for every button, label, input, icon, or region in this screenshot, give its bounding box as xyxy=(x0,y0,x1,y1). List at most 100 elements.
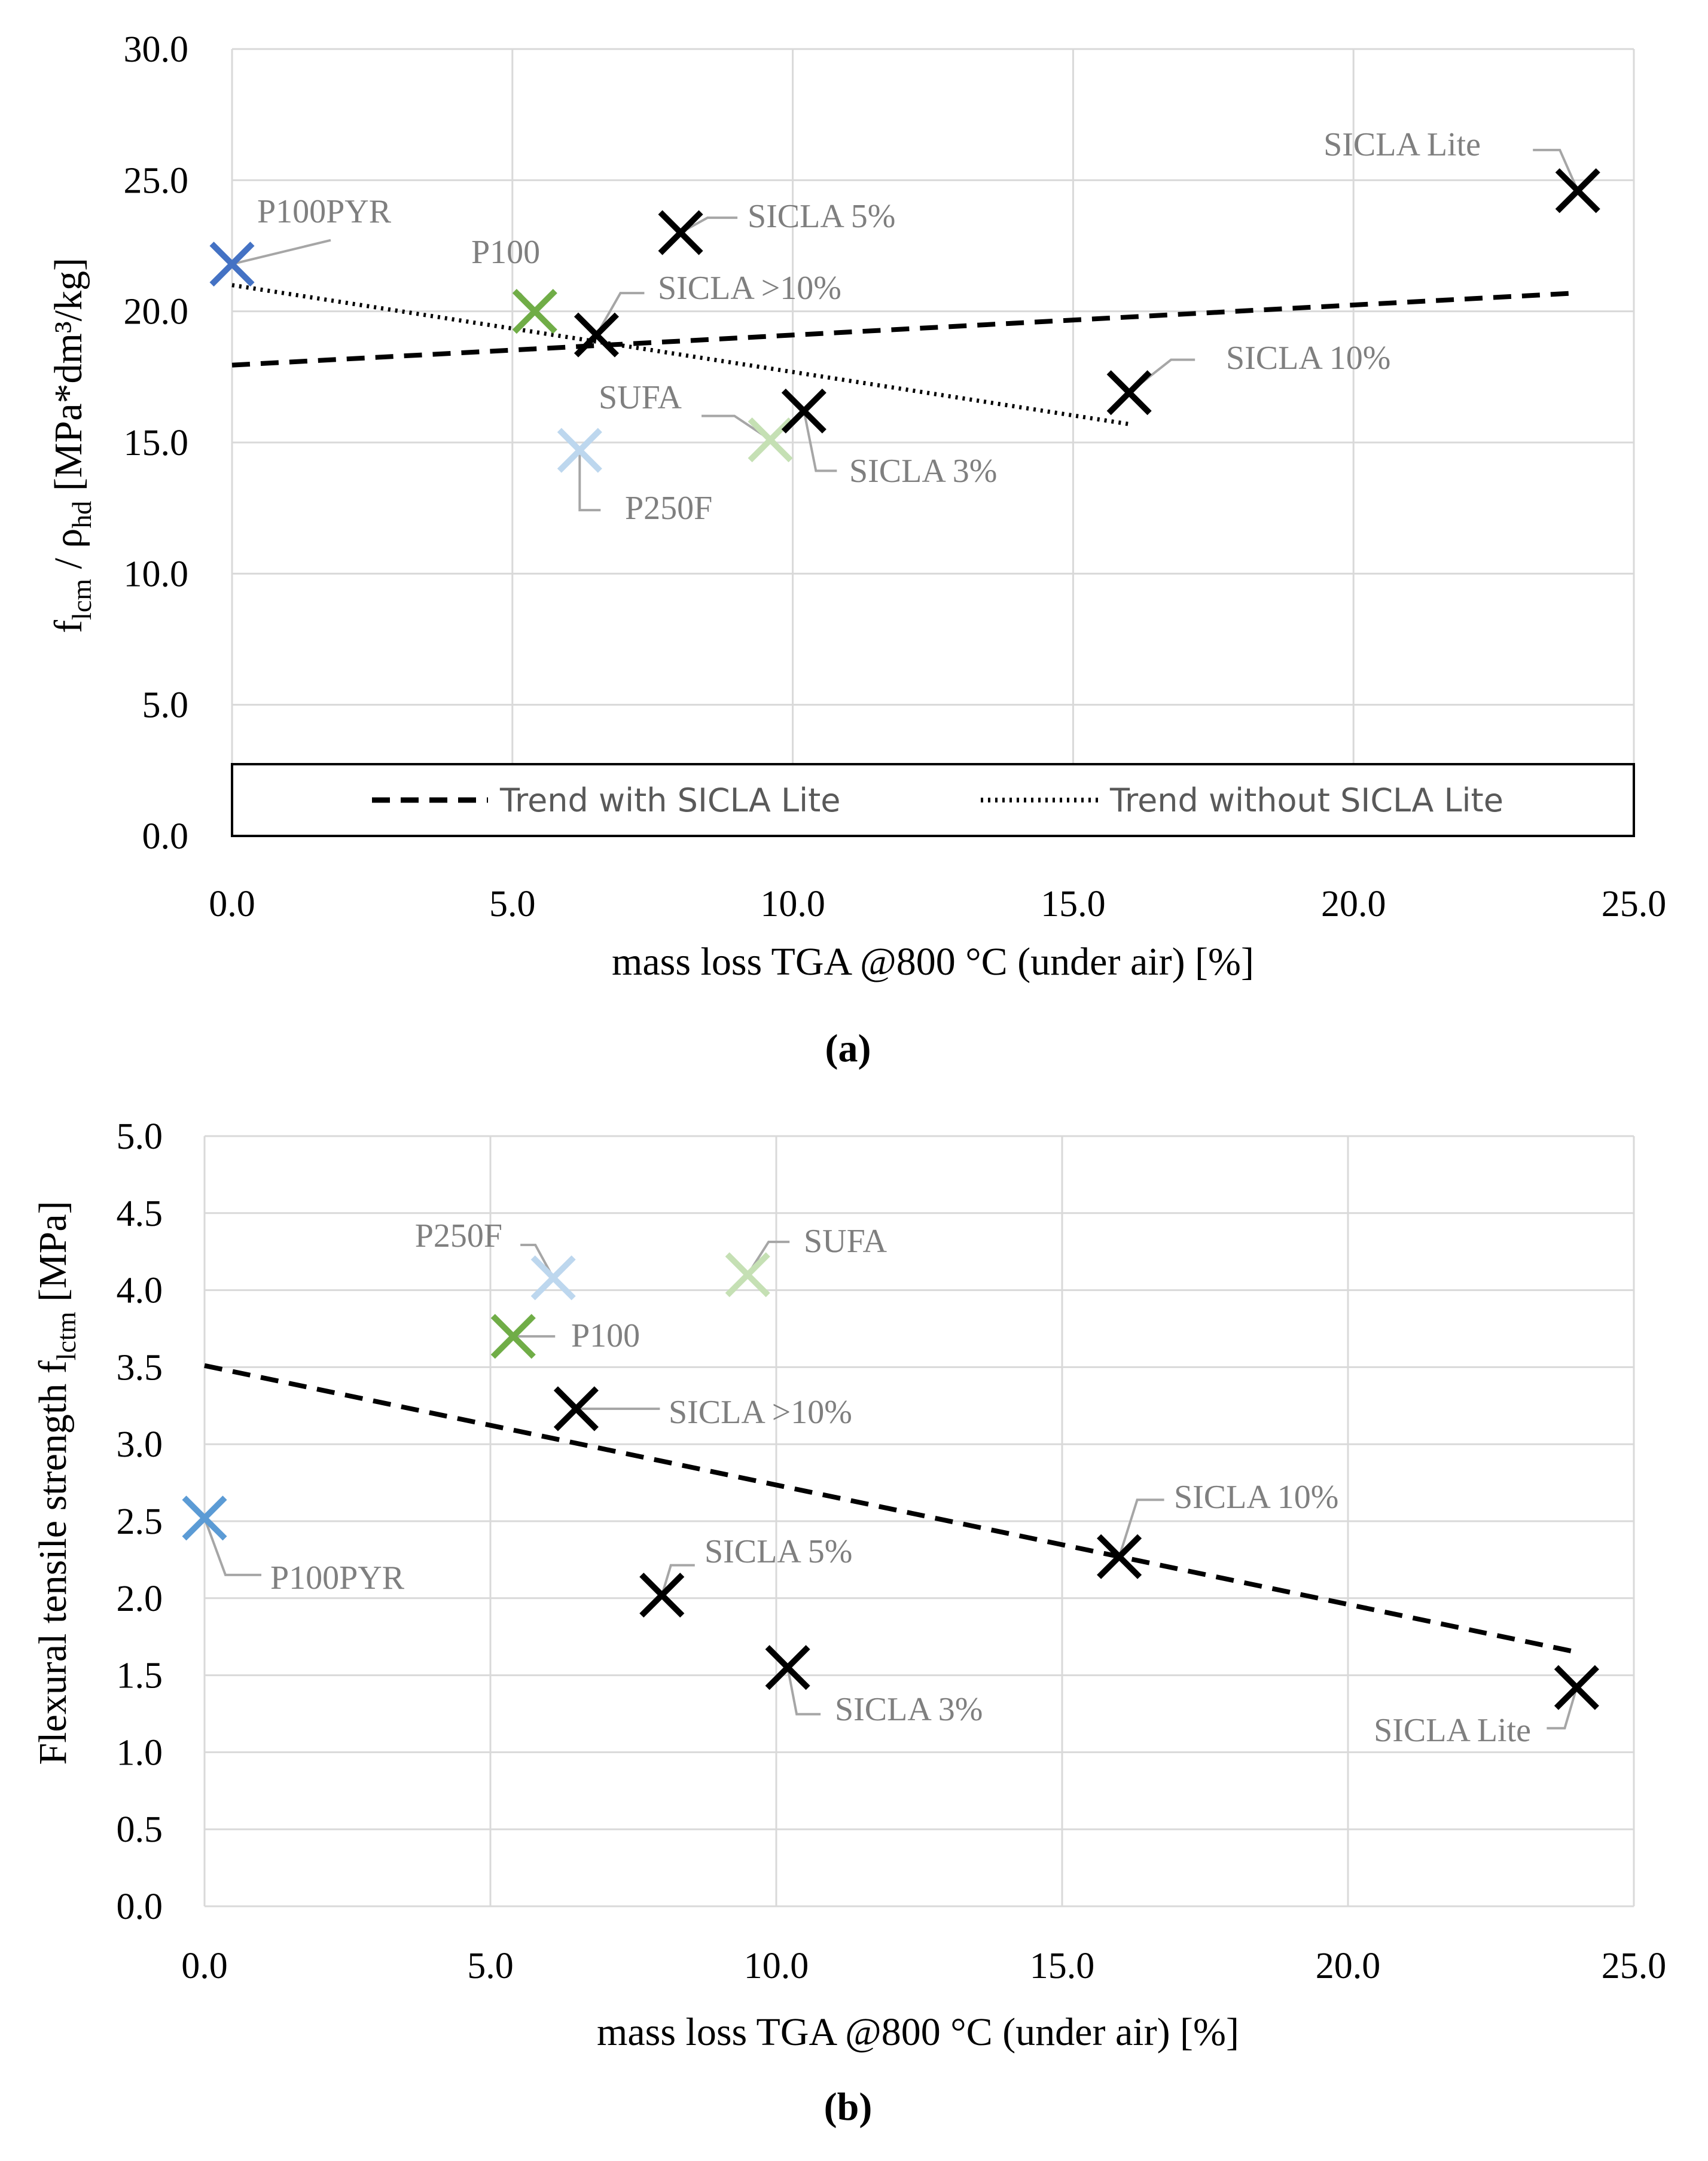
chart-a-gridlines xyxy=(231,48,1635,837)
chart-a-point-label-5: SUFA xyxy=(599,379,682,416)
chart-a-ytick-label-5: 25.0 xyxy=(124,160,189,201)
chart-a-leader-8 xyxy=(1533,148,1579,191)
chart-b-ytick-label-0: 0.0 xyxy=(117,1887,163,1927)
chart-b-point-label-8: SICLA Lite xyxy=(1374,1712,1531,1749)
chart-b-xtick-label-3: 15.0 xyxy=(1030,1946,1095,1986)
chart-b-ytick-label-3: 1.5 xyxy=(117,1656,163,1696)
chart-a-xtick-label-2: 10.0 xyxy=(760,884,825,924)
chart-b-ytick-label-5: 2.5 xyxy=(117,1501,163,1542)
chart-b-y-ticks: 0.0 0.5 1.0 1.5 2.0 2.5 3.0 3.5 4.0 4.5 5.0 xyxy=(117,1116,163,1927)
chart-b-leader-6 xyxy=(786,1667,821,1716)
chart-a-point-2 xyxy=(574,312,619,358)
chart-a-legend-label-0: Trend with SICLA Lite xyxy=(499,782,841,819)
chart-a-ytick-label-6: 30.0 xyxy=(124,29,189,70)
chart-a-ytick-label-4: 20.0 xyxy=(124,292,189,332)
chart-b-point-8 xyxy=(1554,1665,1599,1710)
chart-b-ytick-label-9: 4.5 xyxy=(117,1194,163,1234)
chart-b-leader-lines xyxy=(203,1240,1578,1730)
chart-a-x-ticks: 0.0 5.0 10.0 15.0 20.0 25.0 xyxy=(209,884,1666,924)
chart-b-y-axis-title: Flexural tensile strength flctm [MPa] xyxy=(31,1201,81,1765)
chart-b-x-ticks: 0.0 5.0 10.0 15.0 20.0 25.0 xyxy=(181,1946,1666,1986)
chart-a-point-label-7: SICLA 10% xyxy=(1226,340,1390,377)
chart-a-xtick-label-0: 0.0 xyxy=(209,884,255,924)
chart-a-point-label-6: SICLA 3% xyxy=(849,453,997,490)
chart-a-xtick-label-5: 25.0 xyxy=(1602,884,1667,924)
chart-b-point-4 xyxy=(553,1386,599,1431)
chart-a-y-axis-title: flcm / ρhd [MPa*dm³/kg] xyxy=(47,258,97,633)
chart-b-trendlines xyxy=(204,1363,1578,1655)
chart-a-xtick-label-4: 20.0 xyxy=(1321,884,1386,924)
chart-b-leader-8 xyxy=(1547,1687,1578,1730)
chart-b-point-label-7: SICLA 10% xyxy=(1174,1479,1338,1516)
chart-b-xtick-label-0: 0.0 xyxy=(181,1946,228,1986)
chart-b-xtick-label-2: 10.0 xyxy=(744,1946,809,1986)
chart-a-leader-4 xyxy=(578,450,601,512)
chart-a-trendline-0 xyxy=(231,290,1578,368)
chart-b-ytick-label-7: 3.5 xyxy=(117,1347,163,1388)
chart-b-ytick-label-6: 3.0 xyxy=(117,1424,163,1465)
chart-b: 0.0 0.5 1.0 1.5 2.0 2.5 3.0 3.5 4.0 4.5 5.0 0.0 5.0… xyxy=(31,1116,1666,2129)
chart-b-ytick-label-2: 1.0 xyxy=(117,1732,163,1773)
chart-a-point-label-0: P100PYR xyxy=(257,193,392,230)
chart-a-point-3 xyxy=(658,210,703,255)
chart-a-x-axis-title: mass loss TGA @800 °C (under air) [%] xyxy=(612,940,1254,984)
chart-a-trendline-1 xyxy=(231,283,1130,426)
chart-b-point-2 xyxy=(725,1252,770,1298)
chart-a-point-label-1: P100 xyxy=(471,234,540,271)
chart-b-leader-1 xyxy=(520,1243,554,1278)
chart-b-xtick-label-1: 5.0 xyxy=(467,1946,514,1986)
chart-b-point-label-4: SICLA >10% xyxy=(669,1394,852,1431)
chart-a-point-label-8: SICLA Lite xyxy=(1323,126,1481,163)
chart-a-trendlines xyxy=(231,283,1578,426)
chart-b-points xyxy=(182,1252,1599,1710)
chart-b-point-label-0: P100PYR xyxy=(270,1559,405,1597)
chart-b-point-7 xyxy=(1097,1534,1142,1579)
chart-b-xtick-label-4: 20.0 xyxy=(1316,1946,1381,1986)
chart-a-points xyxy=(209,168,1600,473)
chart-b-ytick-label-8: 4.0 xyxy=(117,1271,163,1311)
chart-b-ytick-label-10: 5.0 xyxy=(117,1116,163,1157)
chart-a-xtick-label-3: 15.0 xyxy=(1041,884,1106,924)
chart-a-point-label-4: P250F xyxy=(625,490,712,527)
chart-a-leader-2 xyxy=(595,292,645,336)
chart-b-gridlines xyxy=(203,1135,1635,1907)
chart-a-point-4 xyxy=(557,428,602,473)
chart-a-xtick-label-1: 5.0 xyxy=(489,884,536,924)
chart-b-point-1 xyxy=(530,1255,576,1301)
chart-b-trendline-0 xyxy=(204,1363,1578,1655)
chart-a-point-6 xyxy=(781,388,826,434)
chart-b-point-6 xyxy=(765,1645,810,1690)
chart-a-ytick-label-1: 5.0 xyxy=(142,685,189,726)
chart-a-point-label-2: SICLA >10% xyxy=(658,270,841,307)
chart-b-point-label-5: SICLA 5% xyxy=(704,1533,852,1570)
chart-b-leader-5 xyxy=(660,1564,695,1596)
chart-a: 0.0 5.0 10.0 15.0 20.0 25.0 30.0 0.0 5.0 10.0 15.… xyxy=(47,29,1666,1070)
chart-b-leader-0 xyxy=(203,1518,261,1576)
chart-a-point-label-3: SICLA 5% xyxy=(748,198,895,235)
chart-a-y-ticks: 0.0 5.0 10.0 15.0 20.0 25.0 30.0 xyxy=(124,29,189,857)
chart-a-ytick-label-3: 15.0 xyxy=(124,423,189,463)
chart-b-point-label-3: P100 xyxy=(571,1317,640,1354)
chart-a-point-1 xyxy=(512,289,557,334)
chart-a-legend: Trend with SICLA Lite Trend without SICL… xyxy=(231,763,1635,837)
chart-b-point-0 xyxy=(182,1495,227,1541)
chart-b-x-axis-title: mass loss TGA @800 °C (under air) [%] xyxy=(597,2010,1239,2054)
chart-a-leader-0 xyxy=(231,239,331,265)
chart-b-point-label-1: P250F xyxy=(415,1217,502,1255)
chart-b-point-5 xyxy=(639,1573,685,1618)
chart-a-point-8 xyxy=(1555,168,1600,213)
chart-a-point-5 xyxy=(748,417,793,463)
chart-b-xtick-label-5: 25.0 xyxy=(1602,1946,1667,1986)
chart-a-point-labels: P100PYR P100 SICLA >10% SICLA 5% P250F SUFA SI… xyxy=(257,126,1481,527)
chart-b-point-label-6: SICLA 3% xyxy=(835,1691,983,1728)
chart-a-leader-7 xyxy=(1128,358,1195,394)
chart-b-ytick-label-4: 2.0 xyxy=(117,1579,163,1619)
chart-a-leader-6 xyxy=(803,410,837,472)
chart-b-leader-7 xyxy=(1118,1498,1164,1557)
chart-a-legend-label-1: Trend without SICLA Lite xyxy=(1109,782,1503,819)
chart-b-ytick-label-1: 0.5 xyxy=(117,1809,163,1850)
chart-a-ytick-label-2: 10.0 xyxy=(124,554,189,594)
chart-a-point-0 xyxy=(209,242,255,287)
chart-b-point-labels: P100PYR P250F SUFA P100 SICLA >10% SICLA 5% SI… xyxy=(270,1217,1531,1749)
